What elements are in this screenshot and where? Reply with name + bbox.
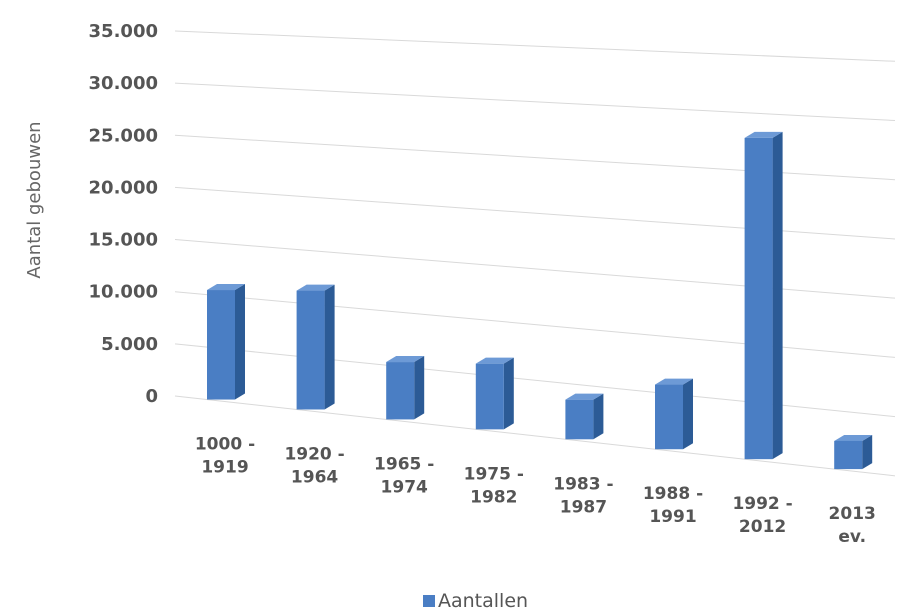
bar-top: [744, 131, 783, 138]
gridline: [174, 134, 896, 181]
gridline: [174, 30, 896, 62]
y-tick-label: 0: [145, 386, 158, 407]
bar: [207, 290, 235, 400]
bar-side: [235, 284, 245, 400]
bar: [655, 384, 683, 450]
bar-side: [324, 284, 335, 410]
legend-swatch: [423, 595, 435, 607]
legend: Aantallen: [423, 590, 528, 612]
bars: [207, 131, 873, 470]
bar-7: [744, 131, 783, 460]
bar-side: [683, 378, 693, 450]
bar-top: [655, 378, 693, 385]
y-axis-ticks: 0 5.000 10.000 15.000 20.000 25.000 30.000 35.0…: [89, 21, 158, 407]
bar-side: [862, 434, 873, 470]
bar: [834, 440, 863, 470]
bar-3: [386, 356, 425, 420]
x-axis-labels: 1000 -1919 1920 -1964 1965 -1974 1975 -1982…: [195, 435, 876, 548]
gridline: [174, 395, 896, 477]
bar-side: [503, 357, 514, 430]
gridline: [174, 343, 896, 418]
bar-1: [207, 284, 245, 400]
x-tick-label: 1920 -1964: [284, 444, 344, 487]
gridlines: [174, 30, 896, 477]
x-tick-label: 1992 -2012: [732, 494, 792, 537]
bar-6: [655, 378, 693, 450]
bar-4: [475, 357, 514, 430]
y-axis-label: Aantal gebouwen: [24, 121, 45, 278]
bar: [744, 137, 773, 460]
gridline: [174, 82, 896, 122]
y-tick-label: 15.000: [89, 230, 158, 251]
gridline: [174, 291, 896, 358]
y-tick-label: 35.000: [89, 21, 158, 42]
x-tick-label: 1983 -1987: [553, 474, 613, 517]
bar-side: [593, 393, 604, 440]
bar: [386, 362, 415, 420]
bar-2: [296, 284, 335, 410]
x-tick-label: 1000 -1919: [195, 435, 255, 478]
bar-8: [834, 434, 873, 470]
bar-top: [386, 356, 425, 363]
x-tick-label: 1988 -1991: [643, 484, 703, 527]
bar-top: [207, 284, 245, 291]
y-tick-label: 20.000: [89, 177, 158, 198]
x-tick-label: 2013 ev.: [829, 504, 876, 547]
bar: [565, 399, 594, 440]
bar-side: [772, 131, 783, 460]
bar-top: [565, 393, 604, 400]
bar-top: [296, 284, 335, 291]
gridline: [174, 239, 896, 299]
bar: [475, 363, 504, 430]
bar-5: [565, 393, 604, 440]
bar: [296, 290, 325, 410]
x-tick-label: 1965 -1974: [374, 454, 434, 497]
y-tick-label: 5.000: [101, 334, 158, 355]
bar-top: [475, 357, 514, 364]
bar-side: [414, 356, 425, 420]
x-tick-label: 1975 -1982: [464, 464, 524, 507]
legend-label: Aantallen: [438, 590, 528, 610]
y-tick-label: 25.000: [89, 125, 158, 146]
y-tick-label: 10.000: [89, 282, 158, 303]
gridline: [174, 186, 896, 240]
y-tick-label: 30.000: [89, 73, 158, 94]
bar-top: [834, 434, 873, 441]
